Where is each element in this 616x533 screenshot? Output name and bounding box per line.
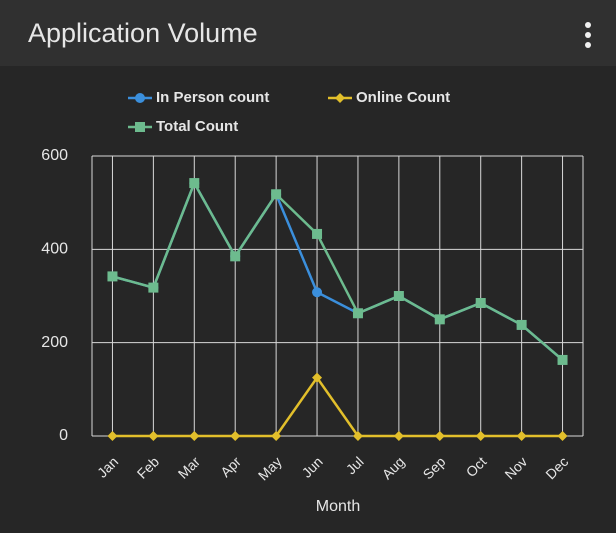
- series-line: [112, 375, 563, 438]
- legend-marker: [335, 93, 345, 103]
- point: [312, 287, 323, 298]
- point: [393, 291, 404, 301]
- point: [516, 319, 527, 330]
- point: [434, 431, 445, 441]
- point: [393, 431, 404, 441]
- legend-marker: [135, 93, 145, 103]
- point: [107, 271, 118, 282]
- menu-dot: [585, 32, 591, 38]
- point: [271, 431, 282, 441]
- point: [312, 372, 323, 383]
- point: [107, 431, 118, 441]
- y-tick-label: 600: [41, 147, 68, 164]
- point: [352, 308, 363, 319]
- point: [230, 251, 241, 262]
- point: [312, 228, 323, 239]
- point: [148, 282, 159, 293]
- y-tick-label: 200: [41, 334, 68, 351]
- x-axis-title: Month: [316, 498, 360, 515]
- point: [230, 431, 241, 441]
- point: [475, 298, 486, 308]
- legend-item: In Person count: [128, 89, 269, 106]
- point: [189, 431, 200, 441]
- point: [189, 178, 200, 189]
- legend-label: Total Count: [156, 118, 238, 135]
- y-tick-label: 400: [41, 241, 68, 258]
- legend-label: In Person count: [156, 89, 269, 106]
- legend-marker: [135, 122, 145, 132]
- menu-dot: [585, 22, 591, 28]
- legend-item: Total Count: [128, 118, 238, 135]
- series-line: [112, 180, 564, 361]
- y-tick-label: 0: [59, 427, 68, 444]
- point: [434, 314, 445, 325]
- point: [557, 431, 568, 441]
- legend-label: Online Count: [356, 89, 450, 106]
- menu-button[interactable]: [585, 22, 591, 48]
- menu-dot: [585, 42, 591, 48]
- point: [352, 431, 363, 441]
- point: [148, 431, 159, 441]
- chart-title: Application Volume: [28, 18, 258, 48]
- point: [516, 431, 527, 441]
- point: [557, 354, 568, 365]
- legend-item: Online Count: [328, 89, 450, 106]
- widget-header: [0, 0, 616, 66]
- point: [271, 189, 282, 200]
- point: [475, 431, 486, 441]
